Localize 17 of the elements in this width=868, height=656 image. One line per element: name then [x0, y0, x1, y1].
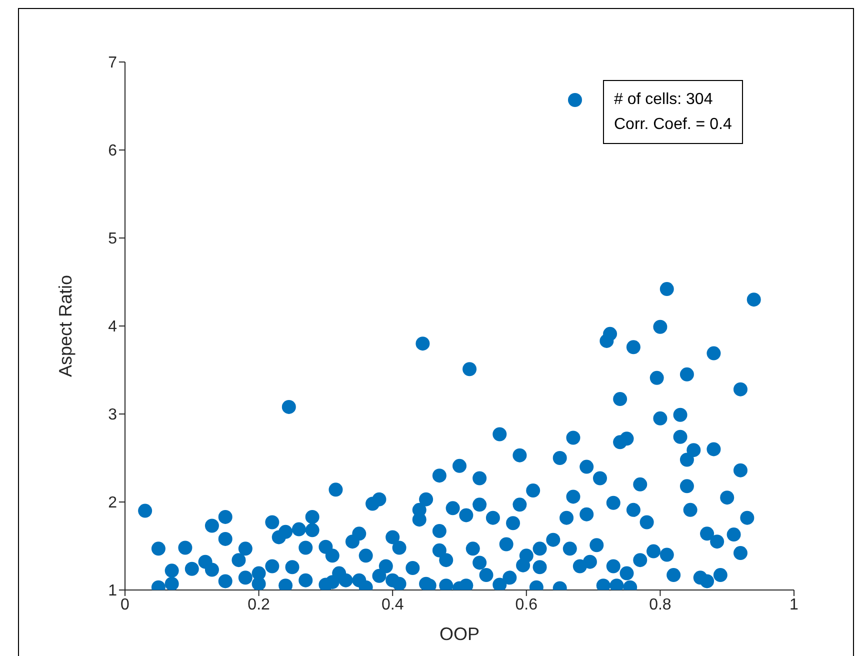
y-tick-label: 3	[108, 406, 118, 424]
legend-label: # of cells: 304	[614, 90, 714, 110]
x-tick-label: 0.6	[515, 596, 538, 614]
x-tick-label: 0.2	[248, 596, 270, 614]
x-axis-title: OOP	[439, 624, 480, 644]
x-tick-label: 0.4	[381, 596, 404, 614]
y-tick-label: 4	[108, 318, 118, 336]
y-tick-label: 7	[108, 54, 118, 72]
x-tick-label: 0	[120, 596, 130, 614]
x-tick-label: 1	[790, 596, 799, 614]
y-tick-label: 5	[108, 230, 118, 248]
y-tick-label: 2	[108, 494, 118, 512]
y-tick-label: 6	[108, 142, 118, 160]
annotation: Corr. Coef. = 0.4	[614, 115, 732, 135]
y-axis-title: Aspect Ratio	[55, 274, 76, 378]
x-tick-label: 0.8	[649, 596, 672, 614]
y-tick-label: 1	[108, 582, 118, 600]
